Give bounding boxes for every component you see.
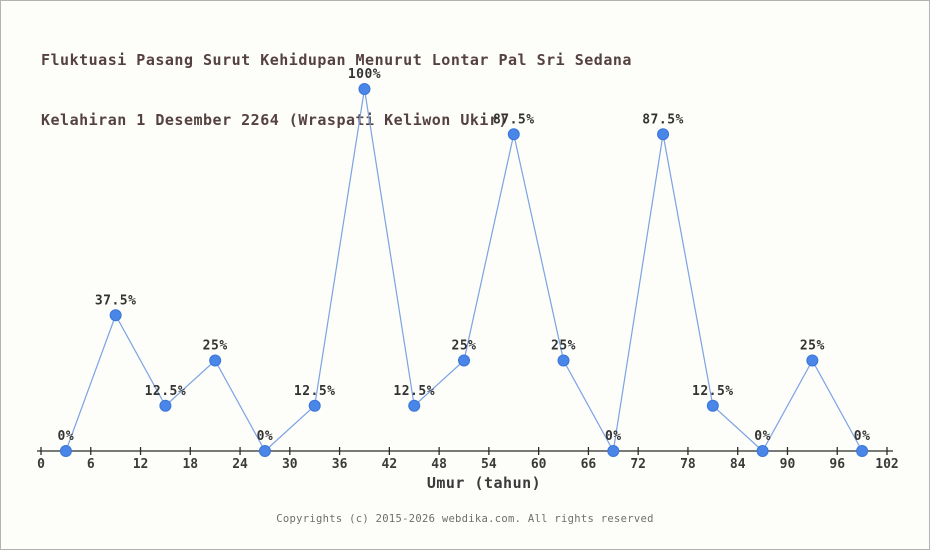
data-point-label: 37.5%: [95, 293, 137, 308]
x-axis-tick-label: 0: [37, 457, 45, 472]
x-axis-tick-label: 90: [780, 457, 796, 472]
data-point-marker: [657, 128, 670, 141]
x-axis-tick-label: 6: [87, 457, 95, 472]
chart-title: Fluktuasi Pasang Surut Kehidupan Menurut…: [41, 10, 632, 150]
x-axis-tick-label: 24: [232, 457, 248, 472]
data-point-marker: [59, 445, 72, 457]
x-axis-tick-label: 60: [531, 457, 547, 472]
data-point-marker: [458, 354, 470, 367]
data-point-marker: [557, 354, 570, 367]
data-point-marker: [856, 445, 869, 457]
data-point-marker: [159, 399, 172, 412]
data-point-label: 12.5%: [294, 384, 336, 399]
data-point-label: 25%: [452, 339, 477, 354]
data-point-marker: [806, 354, 819, 367]
x-axis-tick-label: 96: [829, 457, 845, 472]
data-point-label: 100%: [348, 67, 381, 82]
data-point-marker: [209, 354, 222, 367]
data-point-label: 0%: [605, 429, 622, 444]
data-point-label: 0%: [854, 429, 871, 444]
x-axis-tick-label: 54: [481, 457, 497, 472]
x-axis-tick-label: 102: [875, 457, 898, 472]
data-point-marker: [756, 445, 769, 457]
x-axis-tick-label: 42: [382, 457, 398, 472]
data-point-marker: [607, 445, 620, 457]
x-axis-label: Umur (tahun): [427, 474, 541, 492]
data-point-marker: [507, 128, 520, 141]
x-axis-tick-label: 48: [431, 457, 447, 472]
x-axis-tick-label: 78: [680, 457, 696, 472]
data-point-label: 87.5%: [642, 112, 684, 127]
data-point-label: 0%: [257, 429, 274, 444]
chart-title-line1: Fluktuasi Pasang Surut Kehidupan Menurut…: [41, 51, 632, 69]
x-axis-tick-label: 30: [282, 457, 298, 472]
data-point-marker: [358, 83, 371, 95]
data-point-label: 87.5%: [493, 112, 535, 127]
data-point-label: 25%: [800, 339, 825, 354]
x-axis-tick-label: 72: [630, 457, 646, 472]
data-point-label: 0%: [754, 429, 771, 444]
data-point-label: 25%: [203, 339, 228, 354]
x-axis-tick-label: 12: [133, 457, 149, 472]
data-point-marker: [408, 399, 421, 412]
data-point-label: 0%: [58, 429, 75, 444]
x-axis-tick-label: 66: [581, 457, 597, 472]
data-point-label: 12.5%: [692, 384, 734, 399]
x-axis-tick-label: 18: [182, 457, 198, 472]
x-axis-tick-label: 36: [332, 457, 348, 472]
chart-title-line2: Kelahiran 1 Desember 2264 (Wraspati Keli…: [41, 111, 509, 129]
x-axis-tick-label: 84: [730, 457, 746, 472]
data-point-marker: [308, 399, 321, 412]
data-point-marker: [706, 399, 719, 412]
copyright-text: Copyrights (c) 2015-2026 webdika.com. Al…: [276, 513, 654, 525]
data-point-marker: [109, 309, 122, 322]
data-point-label: 12.5%: [145, 384, 187, 399]
data-point-label: 25%: [551, 339, 576, 354]
data-point-label: 12.5%: [393, 384, 435, 399]
data-point-marker: [258, 445, 271, 457]
